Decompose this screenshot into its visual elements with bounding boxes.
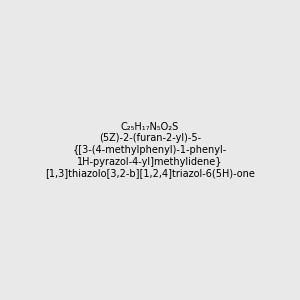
Text: C₂₅H₁₇N₅O₂S
(5Z)-2-(furan-2-yl)-5-
{[3-(4-methylphenyl)-1-phenyl-
1H-pyrazol-4-y: C₂₅H₁₇N₅O₂S (5Z)-2-(furan-2-yl)-5- {[3-(…: [45, 122, 255, 178]
